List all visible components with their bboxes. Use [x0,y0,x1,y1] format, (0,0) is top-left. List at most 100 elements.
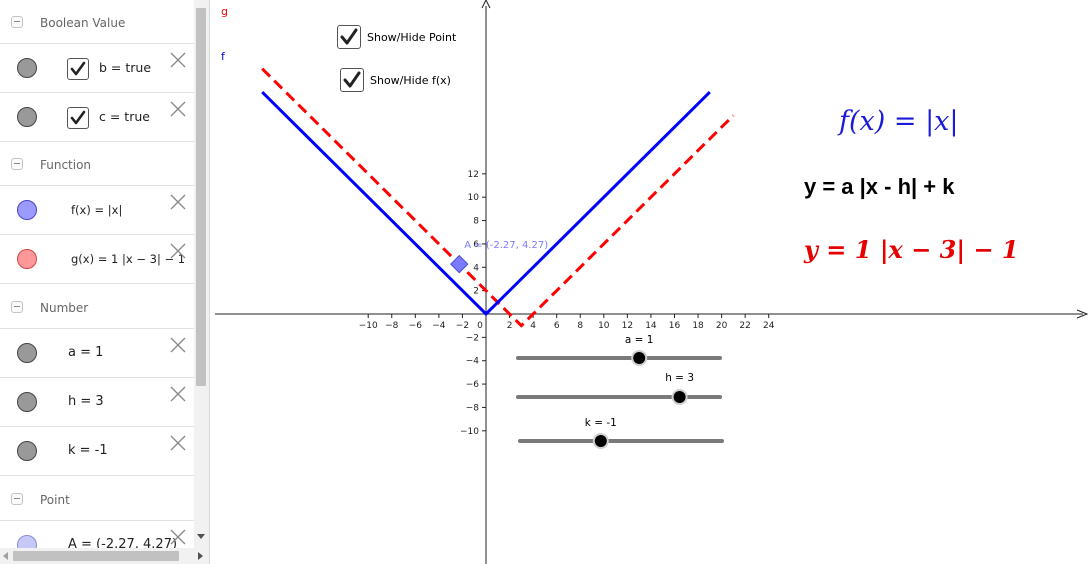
x-tick-label: 6 [554,321,560,331]
delete-icon[interactable] [168,433,188,453]
x-tick-label: 0 [477,321,483,331]
checkbox-label: Show/Hide f(x) [370,74,451,87]
y-tick-label: 2 [473,287,479,297]
scroll-left-icon[interactable] [3,552,8,560]
y-tick-label: 10 [468,193,480,203]
visibility-toggle[interactable] [17,392,37,412]
category-function[interactable]: Function [0,142,194,186]
y-tick-label: −10 [460,427,479,437]
algebra-item-label: A = (-2.27, 4.27) [68,537,178,548]
delete-icon[interactable] [168,241,188,261]
g-curve-label: g [221,5,228,18]
algebra-item-A[interactable]: A = (-2.27, 4.27) [0,521,194,548]
y-tick-label: −4 [466,357,480,367]
x-tick-label: 24 [763,321,775,331]
horizontal-scrollbar[interactable] [0,548,209,564]
delete-icon[interactable] [168,527,188,547]
graphics-view[interactable]: −10 −8 −6 −4 −2 0 2 4 6 8 10 12 14 16 18 20 22 24 12 10 8 6 4 2… [215,0,1090,564]
f-curve[interactable] [261,91,711,317]
algebra-item-label: k = -1 [68,443,108,458]
visibility-toggle[interactable] [17,535,37,548]
scrollbar-thumb[interactable] [196,8,206,386]
x-tick-label: −10 [359,321,378,331]
x-tick-label: 10 [598,321,610,331]
checkbox-box[interactable] [337,25,361,49]
visibility-toggle[interactable] [17,441,37,461]
text-specific-form[interactable]: y = 1 |x − 3| − 1 [804,235,1019,264]
category-point[interactable]: Point [0,477,194,521]
algebra-item-a[interactable]: a = 1 [0,329,194,378]
checkbox-box[interactable] [340,68,364,92]
algebra-item-f[interactable]: f(x) = |x| [0,186,194,235]
algebra-item-label: c = true [99,109,150,124]
slider-h-knob[interactable] [673,391,686,403]
collapse-toggle-icon[interactable] [11,493,23,505]
y-tick-label: 8 [473,217,479,227]
visibility-toggle[interactable] [17,200,37,220]
g-curve[interactable] [261,67,735,328]
sliders: a = 1 h = 3 k = -1 [516,334,724,449]
algebra-item-g[interactable]: g(x) = 1 |x − 3| − 1 [0,235,194,284]
x-tick-label: 2 [507,321,513,331]
scroll-right-icon[interactable] [198,552,203,560]
category-label: Function [40,158,92,172]
y-tick-label: −2 [466,333,479,343]
delete-icon[interactable] [168,192,188,212]
visibility-toggle[interactable] [17,249,37,269]
algebra-item-k[interactable]: k = -1 [0,427,194,476]
x-tick-label: 16 [669,321,681,331]
algebra-item-label: h = 3 [68,394,104,409]
category-boolean-value[interactable]: Boolean Value [0,0,194,44]
checkbox-b[interactable] [67,58,89,80]
category-label: Number [40,301,89,315]
y-tick-label: −8 [466,403,480,413]
checkbox-label: Show/Hide Point [367,31,457,44]
collapse-toggle-icon[interactable] [11,16,23,28]
point-layer: A = (-2.27, 4.27) [450,240,548,274]
algebra-item-label: b = true [99,60,152,75]
x-tick-label: 20 [716,321,728,331]
collapse-toggle-icon[interactable] [11,301,23,313]
slider-a-knob[interactable] [633,352,646,364]
delete-icon[interactable] [168,384,188,404]
algebra-item-c[interactable]: c = true [0,93,194,142]
point-A[interactable] [450,254,469,274]
algebra-list: Boolean Value b = true c = true Function… [0,0,194,548]
algebra-item-label: f(x) = |x| [71,203,123,217]
category-label: Point [40,493,70,507]
coordinate-plane[interactable]: −10 −8 −6 −4 −2 0 2 4 6 8 10 12 14 16 18 20 22 2412108642… [215,0,1090,564]
vertical-scrollbar[interactable] [194,0,209,548]
algebra-item-h[interactable]: h = 3 [0,378,194,427]
delete-icon[interactable] [168,99,188,119]
visibility-toggle[interactable] [17,343,37,363]
scroll-down-icon[interactable] [197,534,205,539]
text-fx-equation[interactable]: f(x) = |x| [839,106,959,137]
collapse-toggle-icon[interactable] [11,158,23,170]
slider-k-knob[interactable] [594,435,607,447]
x-tick-label: 14 [645,321,657,331]
visibility-toggle[interactable] [17,107,37,127]
curves: gf [221,5,735,328]
y-axis-arrow [481,0,491,9]
algebra-view: Boolean Value b = true c = true Function… [0,0,209,564]
delete-icon[interactable] [168,50,188,70]
panel-splitter[interactable] [209,0,215,564]
y-tick-label: 4 [473,263,479,273]
x-tick-label: −8 [385,321,399,331]
delete-icon[interactable] [168,335,188,355]
x-tick-label: 18 [692,321,704,331]
y-tick-label: 6 [473,240,479,250]
y-tick-label: −6 [466,380,480,390]
x-tick-label: 22 [739,321,750,331]
tick-labels: −10 −8 −6 −4 −2 0 2 4 6 8 10 12 14 16 18 20 22 2412108642… [359,170,775,437]
text-general-form[interactable]: y = a |x - h| + k [804,174,955,199]
x-tick-label: 12 [622,321,633,331]
category-number[interactable]: Number [0,285,194,329]
algebra-item-label: g(x) = 1 |x − 3| − 1 [71,252,186,266]
slider-h-label: h = 3 [665,372,694,384]
scrollbar-thumb[interactable] [13,551,179,561]
visibility-toggle[interactable] [17,58,37,78]
algebra-item-b[interactable]: b = true [0,44,194,93]
x-axis-arrow [1076,309,1089,319]
checkbox-c[interactable] [67,107,89,129]
